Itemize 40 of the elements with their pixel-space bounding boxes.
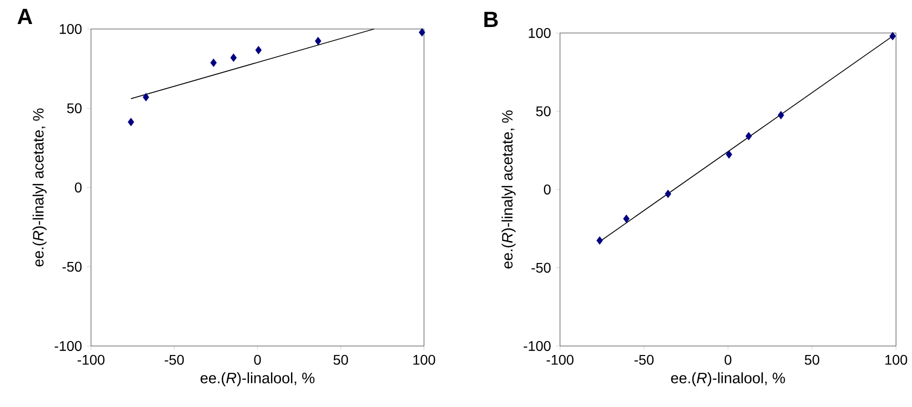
y-tick-label: -50: [532, 262, 551, 273]
x-tick-label: 100: [413, 354, 436, 365]
point: [142, 92, 150, 102]
y-axis-title: ee.(R)-linalyl acetate, %: [502, 110, 516, 268]
x-tick-label: -100: [546, 354, 574, 365]
y-tick-label: -100: [524, 341, 551, 351]
point: [418, 28, 426, 37]
x-tick-label: -100: [78, 354, 104, 365]
point: [623, 214, 630, 223]
x-tick-label: -50: [634, 354, 654, 365]
x-tick-label: 50: [334, 354, 348, 365]
point: [230, 53, 237, 62]
chart-title: B: [484, 12, 498, 27]
x-tick-label: 100: [885, 354, 908, 365]
point: [664, 190, 672, 198]
x-tick-label: -50: [164, 354, 184, 365]
x-tick-label: 0: [254, 354, 261, 365]
point: [128, 118, 134, 126]
x-axis-title: ee.(R)-linalool, %: [200, 372, 314, 386]
y-tick-label: 100: [60, 24, 82, 34]
point: [726, 150, 732, 159]
y-tick-label: -50: [62, 262, 82, 272]
point: [255, 46, 262, 54]
point: [778, 110, 784, 120]
y-tick-label: 0: [544, 184, 551, 194]
point: [596, 236, 603, 245]
point: [745, 132, 752, 140]
point: [889, 32, 896, 40]
y-tick-label: -100: [54, 341, 82, 351]
y-tick-label: 50: [67, 103, 82, 114]
chart-title: A: [17, 8, 32, 24]
point: [210, 58, 217, 67]
x-tick-label: 0: [724, 354, 732, 365]
y-axis-title: ee.(R)-linalyl acetate, %: [32, 108, 47, 266]
x-axis-title: ee.(R)-linalool, %: [671, 372, 785, 386]
y-tick-label: 100: [528, 28, 551, 38]
point: [314, 36, 322, 46]
y-tick-label: 0: [74, 182, 82, 192]
y-tick-label: 50: [536, 106, 551, 116]
x-tick-label: 50: [804, 354, 820, 365]
